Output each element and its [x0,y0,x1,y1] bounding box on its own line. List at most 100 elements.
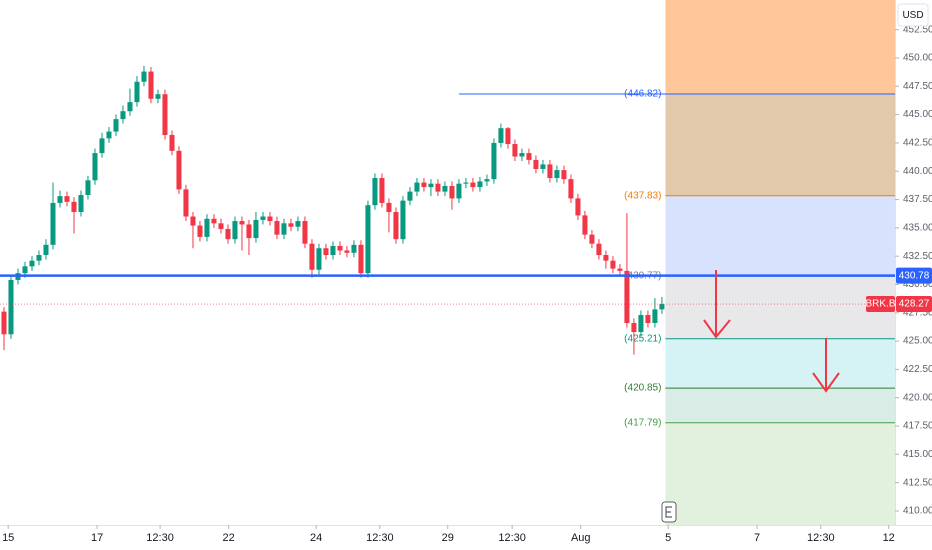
candle-body [29,260,35,267]
level-label: (417.79) [624,417,661,428]
x-tick-label: 12:30 [498,532,526,544]
down-arrow [703,270,731,339]
candle-body [652,309,658,323]
candle-body [106,131,112,139]
candle-body [302,221,308,244]
level-label: (437.83) [624,190,661,201]
price-box [896,296,932,313]
candle-body [281,223,287,235]
candle-body [92,153,98,181]
candle-body [435,183,441,192]
candle-body [456,183,462,199]
y-tick-label: 427.50 [903,307,932,318]
candle-body [330,245,336,256]
x-tick-label: 12 [883,532,895,544]
candle-body [344,250,350,253]
candle-body [393,211,399,240]
down-arrow [812,338,840,393]
candle-body [624,270,630,323]
y-tick-label: 425.00 [903,336,932,347]
candle-body [155,94,161,99]
level-label: (425.21) [624,333,661,344]
candle-body [449,185,455,199]
x-tick-label: 22 [223,532,235,544]
candle-body [225,228,231,240]
candle-body [204,218,210,237]
axis-labels: 410.00 412.50 415.00 417.50 420.00 422.50 425.… [2,24,932,544]
price-box [896,267,932,284]
price-box-label: 430.78 [899,270,930,281]
candle-body [351,244,357,253]
candle-body [631,322,637,333]
y-tick-label: 432.50 [903,251,932,262]
candle-body [491,142,497,180]
candle-body [442,185,448,192]
candle-body [78,195,84,212]
candle-body [659,304,665,310]
candle-body [197,225,203,237]
zone [665,338,895,389]
earnings-icon[interactable] [661,501,677,523]
zone [665,0,895,94]
candle-body [253,219,259,239]
candle-body [407,191,413,201]
candle-body [36,255,42,261]
y-tick-label: 420.00 [903,392,932,403]
candle-body [428,183,434,188]
candle-body [519,153,525,157]
candle-body [505,128,511,145]
candle-body [127,102,133,112]
currency-box[interactable] [897,3,929,27]
candle-body [498,128,504,143]
candle-body [8,279,14,335]
y-tick-label: 452.50 [903,24,932,35]
price-axis [895,0,932,525]
candle-body [540,164,546,169]
y-tick-label: 410.00 [903,506,932,517]
candle-body [274,221,280,235]
candle-body [183,189,189,217]
candle-body [99,138,105,154]
y-tick-label: 440.00 [903,166,932,177]
icon-glyph [665,506,672,518]
candle-body [372,178,378,206]
candle-body [22,266,28,274]
candle-body [575,198,581,216]
candle-body [484,179,490,182]
y-tick-label: 447.50 [903,81,932,92]
candle-body [169,134,175,151]
candle-body [554,170,560,179]
candle-body [1,311,7,335]
y-tick-label: 437.50 [903,194,932,205]
y-tick-label: 422.50 [903,364,932,375]
x-tick-label: 12:30 [146,532,174,544]
candle-body [113,119,119,132]
x-tick-label: 7 [754,532,760,544]
zone [665,388,895,423]
candle-body [85,180,91,196]
currency[interactable]: USD [902,10,923,21]
candle-body [386,202,392,212]
candle-body [148,71,154,99]
level-label: (420.85) [624,383,661,394]
y-tick-label: 417.50 [903,421,932,432]
x-tick-label: 24 [310,532,322,544]
candle-body [645,315,651,323]
zone [665,422,895,525]
level-label: (446.82) [624,89,661,100]
zone [665,93,895,196]
candle-body [526,153,532,160]
y-tick-label: 445.00 [903,109,932,120]
candle-body [218,223,224,229]
candle-body [246,224,252,239]
candle-body [267,216,273,222]
candle-body [477,181,483,188]
candle-body [561,170,567,180]
candle-body [239,221,245,225]
candle-body [568,179,574,199]
annotations [703,270,840,393]
candle-body [512,144,518,157]
candle-body [288,223,294,227]
y-tick-label: 450.00 [903,53,932,64]
